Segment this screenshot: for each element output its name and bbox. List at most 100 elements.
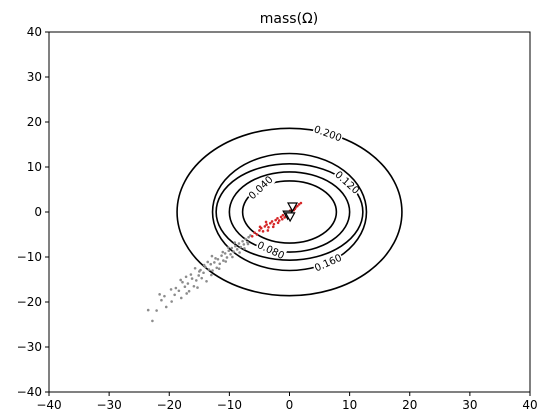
scatter-point [263, 225, 267, 228]
scatter-point [246, 242, 250, 246]
contour-0.080 [228, 171, 351, 253]
scatter-point [217, 267, 221, 271]
scatter-point [183, 285, 187, 289]
triangle-down-marker [284, 212, 296, 223]
scatter-point [241, 239, 244, 243]
scatter-point [244, 237, 247, 241]
x-tick-label: −10 [217, 398, 242, 412]
scatter-point [200, 276, 204, 280]
scatter-point [209, 262, 213, 266]
contour-label-gap [332, 167, 363, 197]
scatter-point [272, 222, 276, 226]
scatter-point [276, 217, 279, 220]
scatter-point [218, 262, 222, 266]
scatter-point [242, 243, 246, 246]
scatter-point [215, 266, 219, 270]
contour-label-gap [245, 172, 276, 203]
scatter-point [220, 254, 223, 257]
scatter-point [271, 225, 275, 229]
contour-0.120 [215, 163, 364, 261]
scatter-point [238, 251, 241, 254]
chart-title: mass(Ω) [260, 11, 318, 27]
scatter-point [274, 218, 277, 222]
scatter-point [179, 278, 182, 282]
x-tick-label: 10 [342, 398, 357, 412]
scatter-point [146, 308, 150, 312]
scatter-point [193, 266, 197, 270]
contour-0.160 [211, 152, 368, 272]
scatter-point [253, 231, 256, 234]
scatter-point [206, 260, 210, 264]
scatter-point [184, 275, 188, 279]
scatter-point [177, 289, 181, 293]
x-tick-label: 20 [402, 398, 417, 412]
x-tick-label: 0 [286, 398, 294, 412]
scatter-point [160, 298, 163, 302]
scatter-point [268, 221, 272, 225]
scatter-point [239, 245, 243, 249]
scatter-point [225, 256, 229, 259]
contour-0.200 [176, 127, 403, 297]
x-tick-label: −30 [96, 398, 121, 412]
scatter-point [258, 229, 261, 232]
scatter-point [250, 235, 254, 238]
scatter-point [233, 241, 237, 244]
scatter-point [151, 319, 154, 323]
scatter-point [279, 215, 283, 219]
scatter-point [230, 246, 234, 250]
scatter-point [267, 226, 270, 229]
scatter-point [164, 305, 168, 309]
scatter-point [192, 284, 196, 288]
y-tick-label: −20 [17, 295, 42, 309]
contour-label-gap [254, 238, 288, 262]
scatter-point [207, 268, 211, 271]
scatter-point [270, 220, 274, 223]
scatter-point [202, 263, 206, 267]
scatter-point [261, 230, 265, 233]
scatter-point [237, 242, 241, 245]
scatter-point [223, 252, 227, 255]
scatter-point [222, 259, 225, 262]
scatter-point [174, 286, 178, 290]
scatter-point [158, 293, 161, 296]
scatter-point [276, 221, 280, 225]
scatter-point [216, 257, 220, 261]
scatter-point [173, 293, 176, 297]
scatter-point [214, 257, 217, 260]
scatter-point [187, 289, 191, 293]
scatter-point [277, 219, 281, 222]
scatter-point [179, 296, 183, 300]
scatter-point [202, 271, 205, 275]
scatter-point [221, 250, 225, 254]
scatter-point [210, 273, 213, 277]
scatter-point [195, 279, 198, 282]
scatter-point [281, 213, 285, 217]
y-tick-label: 40 [27, 25, 42, 39]
scatter-point [189, 273, 193, 276]
scatter-point [280, 217, 284, 221]
scatter-point [185, 292, 188, 295]
scatter-point [232, 250, 235, 253]
x-tick-label: −40 [36, 398, 61, 412]
scatter-point [210, 254, 214, 258]
y-tick-label: 10 [27, 160, 42, 174]
y-tick-label: −40 [17, 385, 42, 399]
scatter-point [299, 201, 303, 205]
scatter-point [196, 286, 199, 289]
x-tick-label: 40 [522, 398, 537, 412]
scatter-point [213, 261, 216, 264]
scatter-point [186, 282, 190, 285]
y-tick-label: −10 [17, 250, 42, 264]
marker-layer [282, 202, 299, 223]
scatter-point [170, 300, 173, 303]
y-tick-label: 30 [27, 70, 42, 84]
scatter-point [264, 220, 268, 224]
scatter-point [224, 260, 228, 263]
scatter-point [229, 253, 232, 256]
scatter-point [190, 277, 194, 280]
scatter-point [199, 268, 202, 272]
contour-label-gap [311, 251, 345, 275]
scatter-point [255, 233, 259, 236]
contour-label-gap [311, 122, 345, 145]
